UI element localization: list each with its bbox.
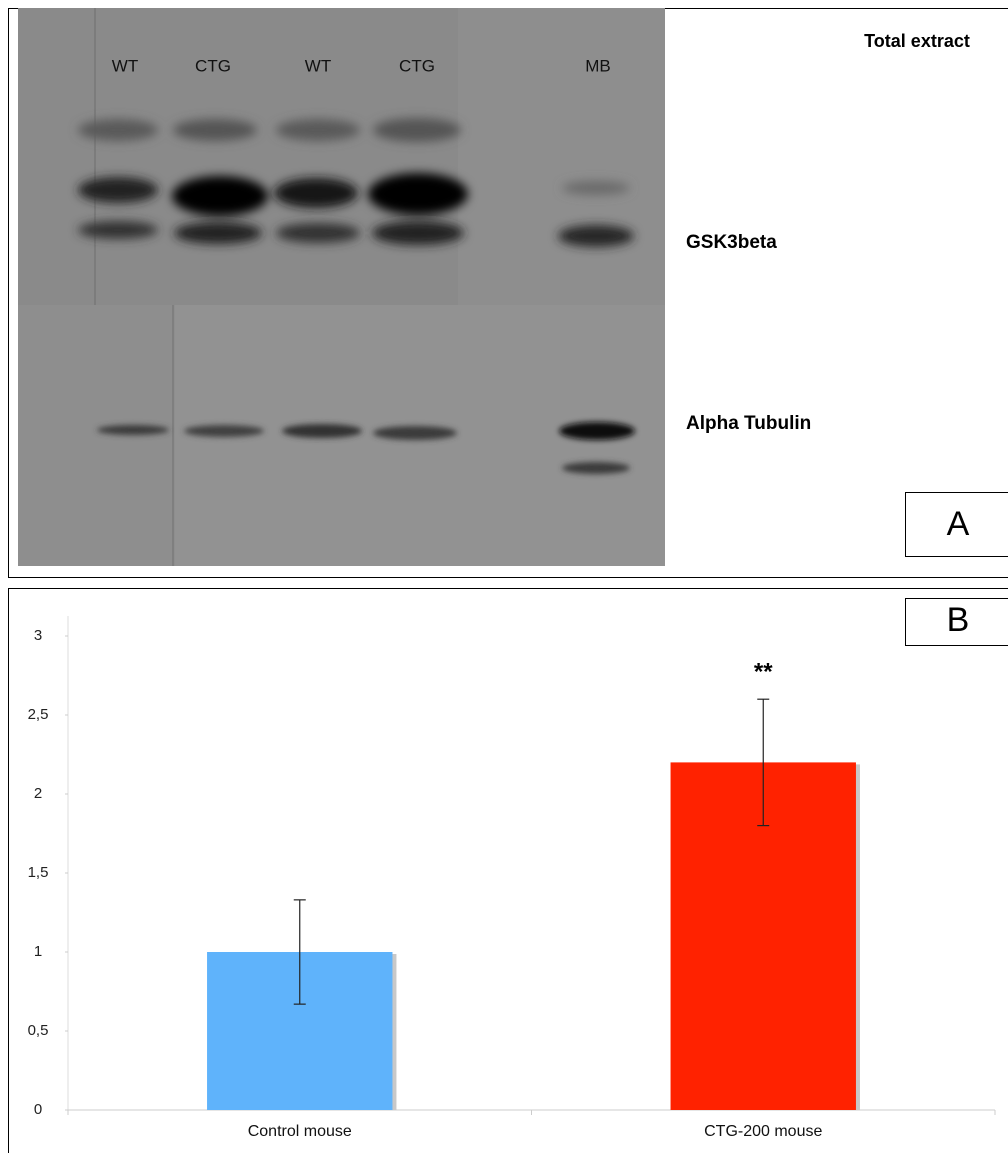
y-tick-label: 2,5 xyxy=(28,706,49,723)
band-label: Alpha Tubulin xyxy=(686,413,811,434)
lane-label: CTG xyxy=(195,56,231,75)
x-tick-label: Control mouse xyxy=(248,1123,352,1140)
band-label: GSK3beta xyxy=(686,232,777,253)
y-tick-label: 0 xyxy=(34,1101,42,1118)
blot-image xyxy=(18,8,665,566)
panel-label: B xyxy=(947,601,970,639)
lane-label: WT xyxy=(305,56,331,75)
lane-label: WT xyxy=(112,56,138,75)
y-tick-label: 3 xyxy=(34,627,42,644)
y-tick-label: 0,5 xyxy=(28,1022,49,1039)
blot-title: Total extract xyxy=(864,31,970,51)
lane-label: CTG xyxy=(399,56,435,75)
figure: WT CTG WT CTG MB Total extract GSK3beta … xyxy=(0,0,1008,1153)
y-tick-label: 2 xyxy=(34,785,42,802)
significance: ** xyxy=(754,659,773,686)
page: {"panel_a": {"title": "Total extract", "… xyxy=(0,0,1008,1153)
y-tick-label: 1,5 xyxy=(28,864,49,881)
panel-label: A xyxy=(947,505,970,543)
y-tick-label: 1 xyxy=(34,943,42,960)
x-tick-label: CTG-200 mouse xyxy=(704,1123,822,1140)
lane-label: MB xyxy=(585,56,611,75)
